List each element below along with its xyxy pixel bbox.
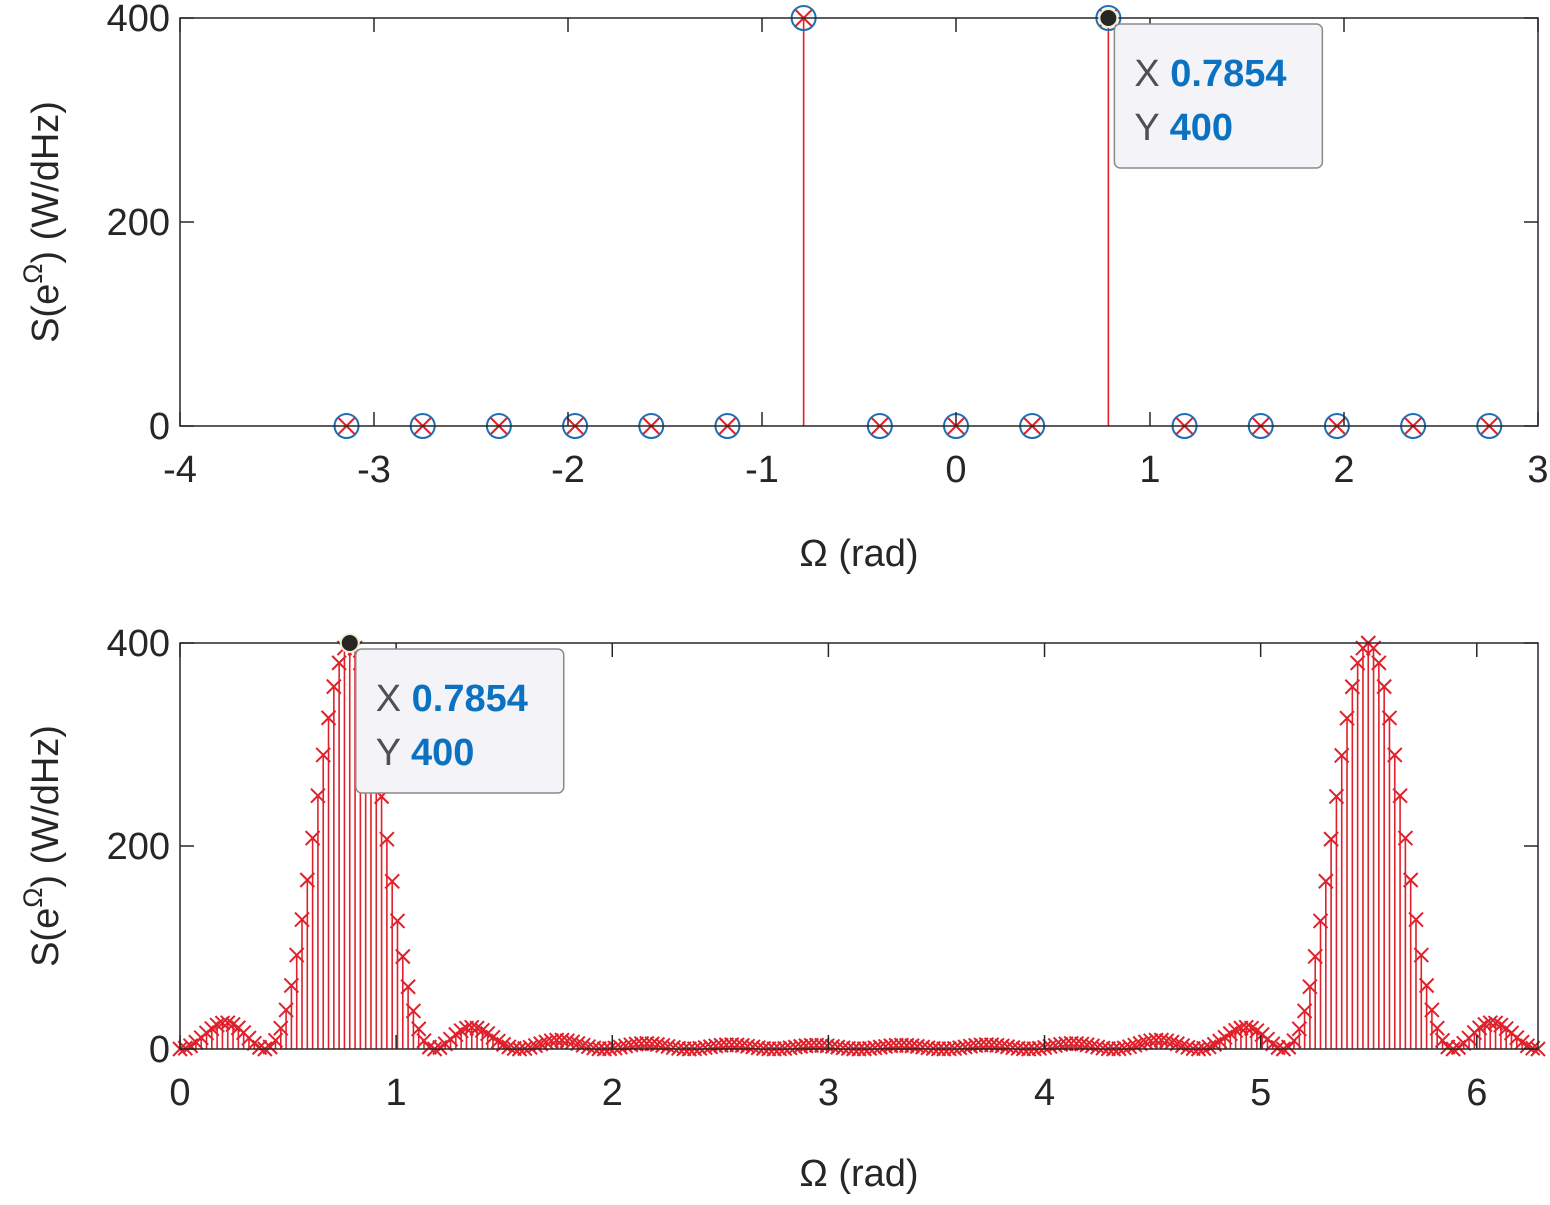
ylabel-bottom: S(eΩ) (W/dHz) — [18, 725, 67, 967]
axes-top[interactable]: -4 -3 -2 -1 0 1 2 3 0 200 400 Ω (rad) S(eΩ) (W/dHz… — [18, 0, 1549, 575]
data-point-x — [1116, 1040, 1132, 1056]
xtick-label: 3 — [1527, 449, 1548, 491]
data-point-x — [1429, 1020, 1445, 1036]
datatip-x-line: X 0.7854 — [1134, 53, 1286, 95]
axes-top-box — [179, 17, 1539, 427]
ytick-label: 200 — [107, 826, 170, 868]
datatip-x-key: X — [1134, 53, 1170, 95]
datatip-y-key: Y — [1134, 107, 1169, 149]
datatip-box[interactable] — [355, 648, 565, 794]
xtick-label: -3 — [357, 449, 391, 491]
data-point-x — [411, 1021, 427, 1037]
ytick-label: 0 — [149, 1029, 170, 1071]
data-point-x — [1371, 655, 1387, 671]
datatip-y-line: Y 400 — [1134, 107, 1233, 149]
top-ticks: -4 -3 -2 -1 0 1 2 3 0 200 400 — [107, 0, 1549, 491]
xtick-label: 6 — [1466, 1072, 1487, 1114]
ytick-label: 200 — [107, 202, 170, 244]
data-point-x — [1519, 1038, 1536, 1054]
ylabel-top: S(eΩ) (W/dHz) — [18, 101, 67, 343]
data-point-x — [384, 873, 400, 889]
datatip-marker[interactable] — [1098, 8, 1119, 28]
datatip-x-value: 0.7854 — [1170, 53, 1286, 95]
data-point-x — [379, 831, 395, 847]
data-point-x — [527, 1037, 544, 1054]
xtick-label: -4 — [163, 449, 197, 491]
data-point-x — [1381, 710, 1398, 726]
data-point-x — [1397, 830, 1414, 846]
data-point-x — [1392, 788, 1408, 804]
datatip-marker[interactable] — [339, 633, 360, 653]
datatip-x-key: X — [376, 678, 412, 720]
xlabel-bottom: Ω (rad) — [799, 1153, 918, 1195]
xtick-label: 0 — [169, 1072, 190, 1114]
data-point-x — [1424, 1002, 1440, 1018]
axes-bottom[interactable]: 0 1 2 3 4 5 6 0 200 400 Ω (rad) S(eΩ) (W/dHz) X 0… — [18, 623, 1546, 1195]
data-point-x — [1127, 1037, 1143, 1053]
data-point-x — [1413, 947, 1430, 963]
xtick-label: 4 — [1034, 1072, 1055, 1114]
ytick-label: 0 — [149, 406, 170, 448]
datatip-y-line: Y 400 — [376, 732, 475, 774]
bottom-ticks: 0 1 2 3 4 5 6 0 200 400 — [107, 623, 1538, 1114]
xtick-label: 5 — [1250, 1072, 1271, 1114]
data-point-x — [389, 913, 406, 929]
data-point-x — [522, 1039, 538, 1056]
xtick-label: -2 — [551, 449, 585, 491]
ytick-label: 400 — [107, 0, 170, 40]
data-point-x — [1201, 1039, 1217, 1055]
data-point-x — [1408, 911, 1424, 928]
xtick-label: 0 — [945, 449, 966, 491]
datatip-y-key: Y — [376, 732, 411, 774]
data-point-x — [1121, 1038, 1138, 1055]
datatip-x-value: 0.7854 — [412, 678, 528, 720]
data-point-x — [405, 1003, 422, 1019]
xlabel-top: Ω (rad) — [799, 533, 918, 575]
data-point-x — [1174, 1037, 1191, 1054]
datatip-y-value: 400 — [1170, 107, 1233, 149]
xtick-label: 1 — [386, 1072, 407, 1114]
xtick-label: -1 — [745, 449, 779, 491]
xtick-label: 2 — [602, 1072, 623, 1114]
xtick-label: 2 — [1333, 449, 1354, 491]
data-point-x — [1376, 678, 1392, 695]
data-point-x — [1387, 747, 1403, 763]
datatip-y-value: 400 — [411, 732, 474, 774]
data-point-x — [1418, 977, 1435, 994]
xtick-label: 3 — [818, 1072, 839, 1114]
datatip-x-line: X 0.7854 — [376, 678, 528, 720]
data-point-x — [1402, 872, 1419, 888]
data-point-x — [395, 948, 411, 965]
top-marks — [333, 5, 1503, 439]
data-point-x — [400, 979, 416, 995]
data-point-x — [575, 1037, 591, 1053]
datatip-box[interactable] — [1113, 23, 1324, 169]
xtick-label: 1 — [1139, 449, 1160, 491]
ytick-label: 400 — [107, 623, 170, 665]
